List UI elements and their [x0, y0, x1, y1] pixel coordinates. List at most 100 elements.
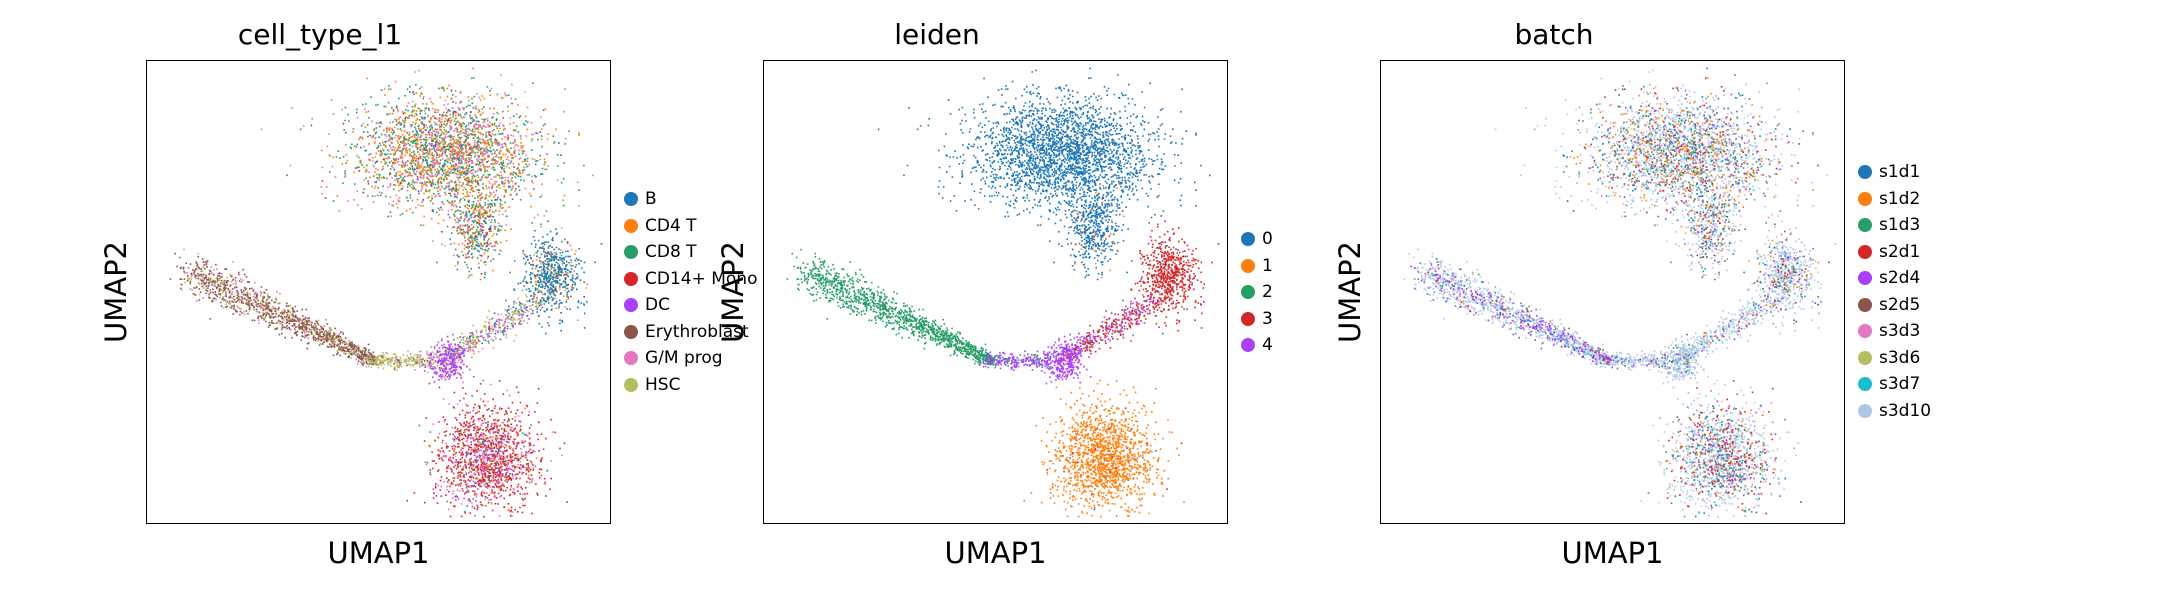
- legend-item: CD4 T: [624, 213, 757, 240]
- legend-item: 3: [1241, 306, 1273, 333]
- scatter-series-0: [877, 67, 1211, 511]
- legend-marker: [624, 324, 638, 339]
- legend-label: G/M prog: [645, 348, 723, 369]
- scatter-points: [1046, 197, 1220, 490]
- scatter-series-g-m-prog: [180, 71, 594, 517]
- legend-marker: [1858, 244, 1872, 259]
- scatter-points: [1403, 69, 1837, 518]
- scatter-plot-area: [763, 60, 1228, 524]
- legend-label: s3d10: [1879, 400, 1932, 421]
- scatter-series-erythroblast: [169, 252, 436, 368]
- scatter-series-1: [1023, 182, 1185, 518]
- scatter-series-2: [786, 248, 1060, 371]
- y-axis-label: UMAP2: [716, 240, 750, 344]
- scatter-series-s2d1: [1410, 77, 1807, 515]
- legend-marker: [624, 245, 638, 260]
- x-axis-label: UMAP1: [944, 536, 1047, 570]
- legend-label: s2d5: [1879, 294, 1921, 315]
- scatter-points: [180, 71, 594, 517]
- scatter-points: [181, 91, 588, 504]
- scatter-series-s3d10: [1403, 69, 1837, 518]
- legend-label: 1: [1262, 255, 1273, 276]
- legend-label: CD14+ Mono: [645, 268, 758, 289]
- scatter-points: [200, 91, 573, 518]
- x-axis-label: UMAP1: [1561, 536, 1664, 570]
- legend-label: Erythroblast: [645, 321, 749, 342]
- legend-label: s2d4: [1879, 268, 1921, 289]
- legend-label: s1d3: [1879, 215, 1921, 236]
- legend-item: B: [624, 186, 757, 213]
- legend-label: CD8 T: [645, 242, 697, 263]
- panel-title: cell_type_l1: [237, 18, 403, 51]
- scatter-points: [169, 252, 436, 368]
- legend-marker: [1241, 232, 1255, 247]
- y-axis-label: UMAP2: [99, 240, 133, 344]
- scatter-plot-area: [146, 60, 611, 524]
- legend-item: s1d2: [1858, 186, 1931, 213]
- legend-item: Erythroblast: [624, 319, 757, 346]
- legend-marker: [624, 192, 638, 207]
- legend-item: s3d10: [1858, 398, 1931, 425]
- scatter-series-hsc: [181, 91, 588, 504]
- scatter-plot-area: [1380, 60, 1845, 524]
- scatter-plot-svg: [1403, 67, 1837, 518]
- legend-item: 2: [1241, 279, 1273, 306]
- umap-panel-batch: batch UMAP1 UMAP2 s1d1 s1d2 s1d3 s2d1 s2d4 s2…: [1234, 0, 1931, 600]
- scatter-points: [877, 67, 1211, 511]
- legend-item: 0: [1241, 226, 1273, 253]
- legend-marker: [1241, 311, 1255, 326]
- legend-marker: [1858, 324, 1872, 339]
- legend-label: s3d3: [1879, 321, 1921, 342]
- scatter-series-s1d2: [1424, 77, 1820, 508]
- legend-label: HSC: [645, 374, 681, 395]
- legend-item: G/M prog: [624, 345, 757, 372]
- legend-item: s3d7: [1858, 371, 1931, 398]
- legend: 0 1 2 3 4: [1241, 226, 1273, 359]
- legend-label: 3: [1262, 308, 1273, 329]
- legend-marker: [1858, 191, 1872, 206]
- legend-marker: [624, 271, 638, 286]
- legend-marker: [624, 298, 638, 313]
- legend-item: s1d1: [1858, 159, 1931, 186]
- legend-marker: [624, 377, 638, 392]
- scatter-series-cd14-mono: [200, 91, 573, 518]
- umap-panel-leiden: leiden UMAP1 UMAP2 0 1 2 3 4: [617, 0, 1273, 600]
- legend-label: 2: [1262, 282, 1273, 303]
- legend: B CD4 T CD8 T CD14+ Mono DC Erythroblast G/M p…: [624, 186, 757, 398]
- legend-label: s3d7: [1879, 374, 1921, 395]
- legend-item: HSC: [624, 372, 757, 399]
- legend-marker: [1858, 297, 1872, 312]
- legend-marker: [1241, 338, 1255, 353]
- scatter-plot-svg: [786, 67, 1220, 518]
- legend-marker: [1858, 403, 1872, 418]
- scatter-plot-svg: [169, 67, 603, 518]
- scatter-points: [1424, 77, 1820, 508]
- scatter-series-4: [979, 289, 1162, 385]
- legend-item: s2d5: [1858, 292, 1931, 319]
- legend-marker: [1858, 377, 1872, 392]
- legend-marker: [1241, 285, 1255, 300]
- legend-label: CD4 T: [645, 215, 697, 236]
- legend-label: s1d1: [1879, 162, 1921, 183]
- legend-marker: [624, 218, 638, 233]
- legend-marker: [1858, 218, 1872, 233]
- umap-panel-cell-type: cell_type_l1 UMAP1 UMAP2 B CD4 T CD8 T CD14…: [0, 0, 757, 600]
- y-axis-label: UMAP2: [1333, 240, 1367, 344]
- scatter-points: [1410, 77, 1807, 515]
- legend-label: s3d6: [1879, 347, 1921, 368]
- legend-marker: [1858, 350, 1872, 365]
- legend: s1d1 s1d2 s1d3 s2d1 s2d4 s2d5 s3d3 s3d6 s3d7 s3d1…: [1858, 159, 1931, 424]
- legend-label: s1d2: [1879, 188, 1921, 209]
- legend-item: CD14+ Mono: [624, 266, 757, 293]
- panel-title: leiden: [894, 18, 980, 51]
- legend-item: 1: [1241, 253, 1273, 280]
- legend-item: s2d1: [1858, 239, 1931, 266]
- legend-item: s1d3: [1858, 212, 1931, 239]
- legend-marker: [1241, 258, 1255, 273]
- legend-item: s3d3: [1858, 318, 1931, 345]
- legend-marker: [1858, 271, 1872, 286]
- scatter-points: [979, 289, 1162, 385]
- legend-label: 0: [1262, 229, 1273, 250]
- scatter-points: [786, 248, 1060, 371]
- legend-item: 4: [1241, 332, 1273, 359]
